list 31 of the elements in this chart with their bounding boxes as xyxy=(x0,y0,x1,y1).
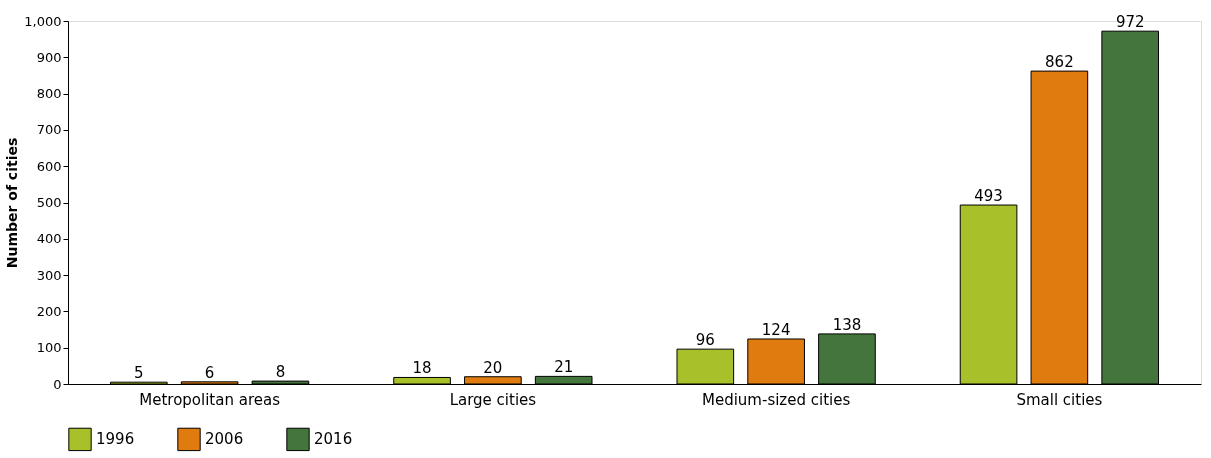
data-label: 862 xyxy=(1045,53,1074,72)
y-axis-title: Number of cities xyxy=(4,137,21,269)
y-tick-label: 100 xyxy=(36,340,62,356)
y-tick-label: 0 xyxy=(53,376,62,392)
x-tick-label: Large cities xyxy=(449,390,537,409)
y-tick-label: 400 xyxy=(36,231,62,247)
x-tick-label: Metropolitan areas xyxy=(139,390,281,409)
data-label: 972 xyxy=(1115,13,1145,32)
data-label: 124 xyxy=(761,320,791,339)
legend-label: 1996 xyxy=(96,430,135,449)
y-tick-label: 1,000 xyxy=(24,13,62,29)
y-tick-label: 600 xyxy=(36,158,62,174)
data-label: 8 xyxy=(275,363,286,382)
data-label: 6 xyxy=(204,363,215,382)
y-tick-label: 900 xyxy=(36,49,62,65)
data-label: 96 xyxy=(695,331,715,350)
data-label: 493 xyxy=(974,187,1003,206)
legend-label: 2016 xyxy=(314,430,353,449)
x-tick-label: Small cities xyxy=(1016,390,1103,409)
data-label: 20 xyxy=(483,358,503,377)
x-tick-label: Medium-sized cities xyxy=(701,390,851,409)
y-tick-label: 500 xyxy=(36,195,62,210)
legend-label: 2006 xyxy=(205,430,244,449)
data-label: 21 xyxy=(554,358,574,377)
y-tick-label: 700 xyxy=(36,122,62,138)
y-tick-label: 300 xyxy=(36,267,62,283)
y-tick-label: 800 xyxy=(36,86,62,102)
data-label: 18 xyxy=(412,359,432,378)
y-tick-label: 200 xyxy=(36,303,62,319)
data-label: 138 xyxy=(832,315,862,334)
data-label: 5 xyxy=(134,364,144,383)
